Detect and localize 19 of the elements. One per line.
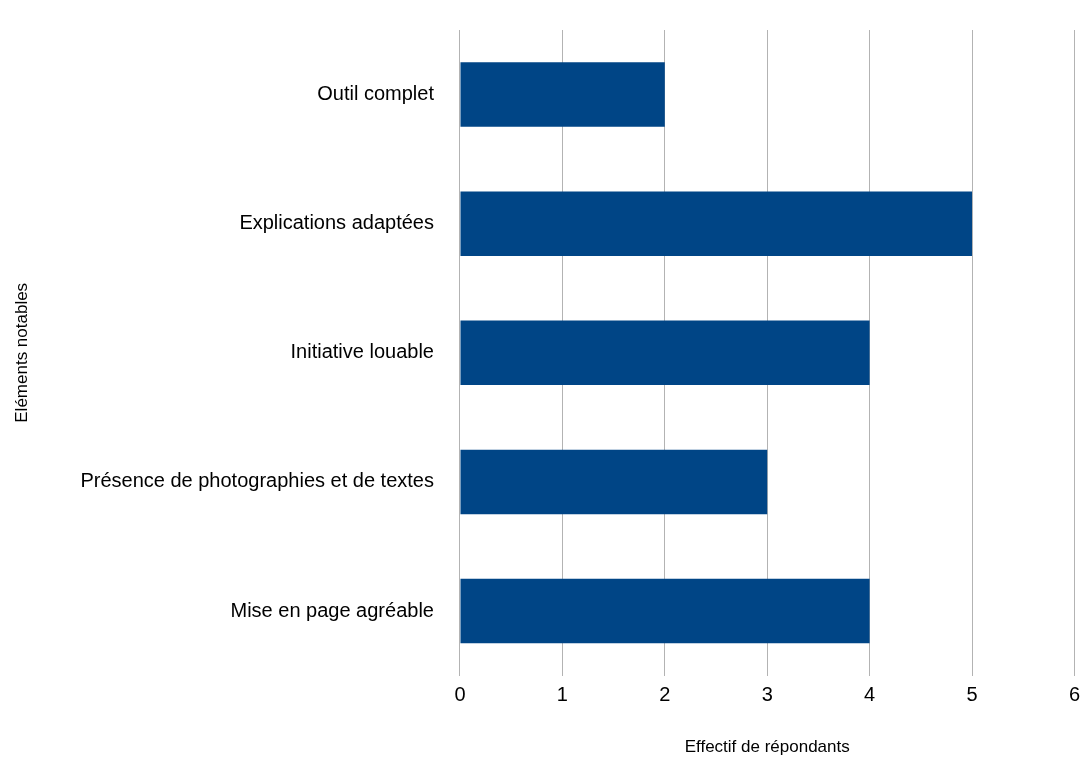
- y-axis-title: Eléments notables: [11, 282, 31, 423]
- y-tick-label: Explications adaptées: [239, 211, 434, 234]
- x-tick-label: 3: [761, 683, 773, 706]
- x-tick-label: 0: [454, 683, 466, 706]
- bar: [460, 320, 870, 386]
- bar: [460, 191, 973, 256]
- bar: [460, 449, 768, 515]
- y-tick-label: Mise en page agréable: [230, 598, 434, 621]
- x-tick-label: 2: [659, 683, 671, 706]
- y-tick-label: Outil complet: [317, 82, 435, 105]
- y-tick-label: Initiative louable: [290, 340, 434, 363]
- x-tick-label: 5: [966, 683, 978, 706]
- y-tick-label: Présence de photographies et de textes: [80, 469, 434, 492]
- bar: [460, 578, 870, 644]
- x-tick-label: 4: [864, 683, 876, 706]
- x-tick-label: 1: [556, 683, 568, 706]
- x-tick-label: 6: [1068, 683, 1080, 706]
- x-axis-title: Effectif de répondants: [684, 737, 850, 757]
- bar: [460, 62, 665, 127]
